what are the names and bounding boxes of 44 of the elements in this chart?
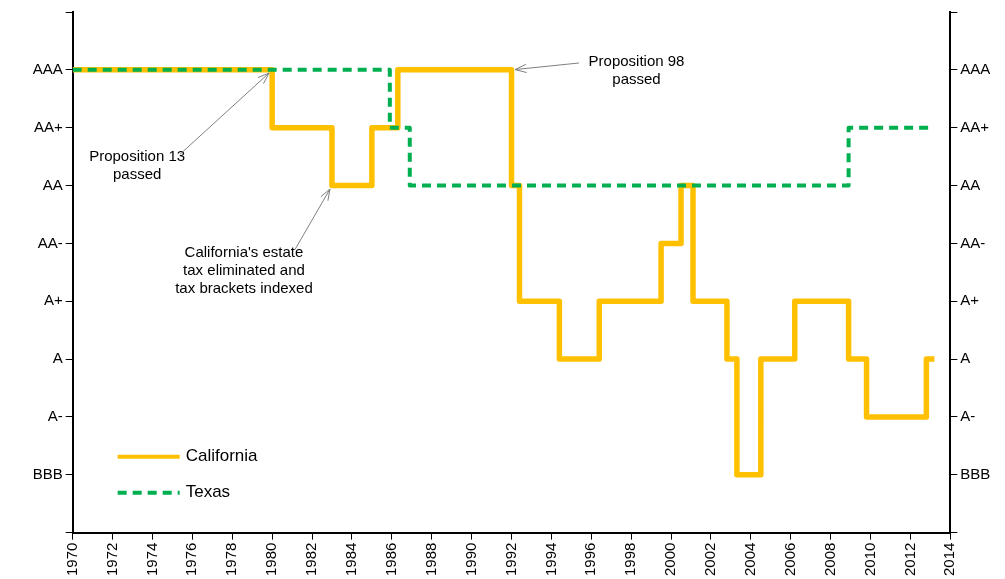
x-tick-label: 1974 (142, 542, 160, 577)
x-tick-label: 1984 (342, 542, 360, 577)
x-tick-label: 1982 (302, 542, 320, 577)
category-label: AAA (960, 59, 991, 77)
x-tick-label: 1994 (541, 542, 559, 577)
annotation: California's estate tax eliminated and tax brackets indexed (175, 242, 313, 296)
annotation: Proposition 98 passed (588, 51, 685, 87)
x-tick-label: 1996 (581, 542, 599, 577)
x-tick-label: 2000 (661, 542, 679, 577)
category-label: BBB (960, 464, 991, 482)
x-tick-label: 1998 (621, 542, 639, 577)
category-label: BBB (32, 464, 63, 482)
category-label: AAA (32, 59, 63, 77)
annotation: Proposition 13 passed (89, 146, 186, 182)
x-tick-label: 2008 (820, 542, 838, 577)
category-label: AA (960, 175, 981, 193)
x-tick-label: 2004 (741, 542, 758, 577)
x-tick-label: 1990 (461, 542, 479, 577)
x-tick-label: 2002 (701, 542, 719, 577)
x-tick-label: 1970 (62, 542, 80, 577)
legend-label: Texas (185, 482, 231, 502)
category-label: A (52, 349, 63, 367)
x-tick-label: 1976 (182, 542, 200, 577)
x-tick-label: 1986 (381, 542, 399, 577)
category-label: A+ (43, 291, 63, 309)
x-tick-label: 2010 (860, 542, 878, 577)
x-tick-label: 1980 (262, 542, 280, 577)
x-tick-label: 2014 (940, 542, 958, 577)
x-tick-label: 1972 (102, 542, 120, 577)
category-label: AA- (37, 233, 63, 251)
category-label: AA- (960, 233, 986, 251)
category-label: A- (47, 407, 63, 425)
category-label: AA+ (33, 117, 63, 135)
x-tick-label: 2012 (900, 542, 918, 577)
x-tick-label: 1988 (421, 542, 439, 577)
category-label: A (960, 349, 971, 367)
x-tick-label: 1992 (501, 542, 519, 577)
category-label: A- (960, 407, 976, 425)
legend-label: California (185, 446, 259, 466)
x-tick-label: 2006 (780, 542, 798, 577)
x-tick-label: 1978 (222, 542, 240, 577)
category-label: AA (42, 175, 63, 193)
category-label: A+ (960, 291, 980, 309)
category-label: AA+ (960, 117, 990, 135)
